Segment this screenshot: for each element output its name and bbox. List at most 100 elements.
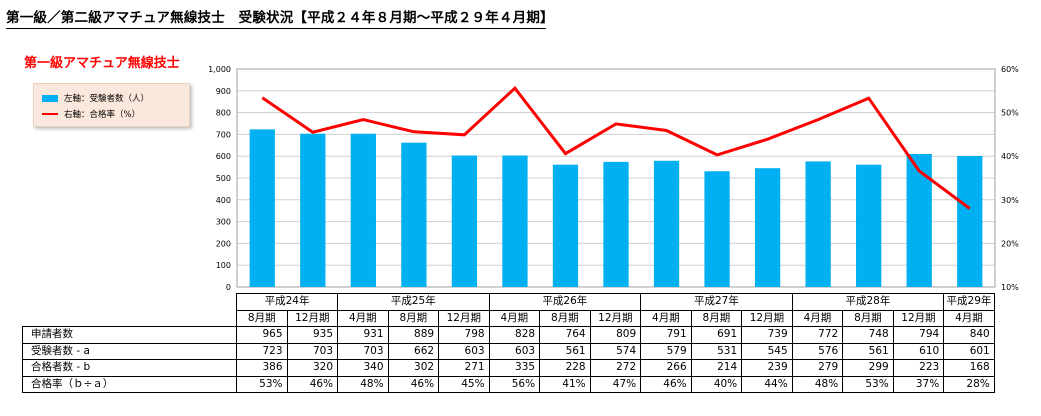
legend-line-swatch [42, 113, 58, 115]
right-axis-tick-label: 40% [1001, 152, 1019, 161]
left-axis-tick-label: 700 [216, 130, 231, 139]
table-cell: 703 [337, 342, 389, 360]
bar [603, 161, 629, 287]
table-period-header: 12月期 [741, 309, 793, 327]
table-cell: 266 [640, 359, 692, 377]
table-cell: 828 [488, 326, 541, 344]
chart-legend: 左軸：受験者数（人） 右軸：合格率（%） [33, 83, 190, 127]
table-cell: 798 [438, 326, 490, 344]
data-table: 平成24年 平成25年 平成26年 平成27年 平成28年 平成29年 8月期 12月期 4月期… [22, 293, 995, 393]
bar [856, 164, 882, 287]
bar [552, 164, 579, 287]
bar [300, 133, 326, 287]
bar [906, 154, 932, 287]
table-row: 合格率（ｂ÷ａ） 53% 46% 48% 46% 45% 56% 41% 47% 46% 40% 44… [22, 375, 995, 393]
table-year-header: 平成29年 [943, 293, 995, 311]
table-row: 申請者数 965 935 931 889 798 828 764 809 791 691 739 772… [22, 326, 995, 344]
table-cell: 228 [539, 359, 591, 377]
table-cell: 53% [842, 375, 894, 393]
table-cell: 703 [286, 342, 339, 360]
bar [754, 168, 781, 287]
table-period-header: 8月期 [236, 309, 288, 327]
table-cell: 574 [589, 342, 642, 360]
table-cell: 271 [438, 359, 490, 377]
table-period-header: 12月期 [438, 309, 490, 327]
bar [502, 155, 528, 287]
bar [957, 155, 983, 287]
table-cell: 576 [791, 342, 844, 360]
table-cell: 809 [589, 326, 642, 344]
right-axis-tick-label: 50% [1001, 109, 1019, 118]
table-period-header: 4月期 [943, 309, 995, 327]
table-period-header: 4月期 [337, 309, 389, 327]
table-row-label: 申請者数 [22, 326, 237, 344]
table-cell: 299 [842, 359, 894, 377]
table-cell: 40% [690, 375, 743, 393]
table-period-header: 12月期 [286, 309, 339, 327]
table-period-header: 8月期 [842, 309, 894, 327]
table-cell: 601 [943, 342, 995, 360]
table-cell: 840 [943, 326, 995, 344]
table-row-label: 受験者数 - a [22, 342, 237, 360]
table-cell: 965 [236, 326, 288, 344]
table-cell: 53% [236, 375, 288, 393]
table-cell: 610 [892, 342, 945, 360]
table-cell: 47% [589, 375, 642, 393]
table-cell: 791 [640, 326, 692, 344]
table-year-header: 平成26年 [488, 293, 642, 311]
bar [249, 129, 275, 287]
left-axis-tick-label: 900 [216, 87, 231, 96]
table-cell: 272 [589, 359, 642, 377]
table-period-header: 4月期 [640, 309, 692, 327]
chart-section-title: 第一級アマチュア無線技士 [24, 56, 180, 71]
table-period-header: 4月期 [791, 309, 844, 327]
table-period-header: 8月期 [690, 309, 743, 327]
table-cell: 889 [387, 326, 440, 344]
table-cell: 603 [488, 342, 541, 360]
table-period-header: 4月期 [488, 309, 541, 327]
table-cell: 579 [640, 342, 692, 360]
table-cell: 748 [842, 326, 894, 344]
table-cell: 45% [438, 375, 490, 393]
table-cell: 386 [236, 359, 288, 377]
page-title: 第一級／第二級アマチュア無線技士 受験状況【平成２４年８月期〜平成２９年４月期】 [6, 6, 554, 29]
table-cell: 48% [337, 375, 389, 393]
table-cell: 46% [286, 375, 339, 393]
table-cell: 662 [387, 342, 440, 360]
bar [350, 133, 376, 287]
bar [451, 155, 478, 287]
left-axis-tick-label: 600 [216, 152, 231, 161]
table-cell: 764 [539, 326, 591, 344]
table-cell: 223 [892, 359, 945, 377]
table-year-header: 平成28年 [791, 293, 945, 311]
table-row: 受験者数 - a 723 703 703 662 603 603 561 574 579 531 54… [22, 342, 995, 360]
table-year-header: 平成27年 [640, 293, 793, 311]
table-cell: 214 [690, 359, 743, 377]
bar [704, 171, 730, 287]
table-period-header: 12月期 [589, 309, 642, 327]
table-cell: 320 [286, 359, 339, 377]
legend-bar-label: 左軸：受験者数（人） [64, 94, 150, 104]
bar [653, 160, 680, 287]
table-year-header: 平成24年 [235, 293, 339, 311]
table-corner-blank [23, 294, 237, 311]
table-row-label: 合格率（ｂ÷ａ） [22, 375, 237, 393]
left-axis-tick-label: 500 [216, 174, 231, 183]
table-cell: 37% [892, 375, 945, 393]
table-cell: 545 [741, 342, 793, 360]
table-year-header: 平成25年 [337, 293, 490, 311]
table-cell: 48% [791, 375, 844, 393]
table-cell: 531 [690, 342, 743, 360]
left-axis-tick-label: 300 [216, 218, 231, 227]
table-cell: 335 [488, 359, 541, 377]
table-year-row: 平成24年 平成25年 平成26年 平成27年 平成28年 平成29年 [23, 293, 995, 311]
left-axis-tick-label: 0 [226, 283, 231, 292]
table-corner-blank [23, 310, 237, 327]
table-cell: 931 [337, 326, 389, 344]
table-cell: 41% [539, 375, 591, 393]
chart: 0 100 200 300 400 500 600 700 800 900 1,000 10% 20% 3… [208, 65, 1019, 292]
legend-item-bar: 左軸：受験者数（人） [42, 91, 149, 105]
left-axis-tick-label: 400 [216, 196, 231, 205]
table-cell: 561 [539, 342, 591, 360]
table-cell: 168 [943, 359, 995, 377]
